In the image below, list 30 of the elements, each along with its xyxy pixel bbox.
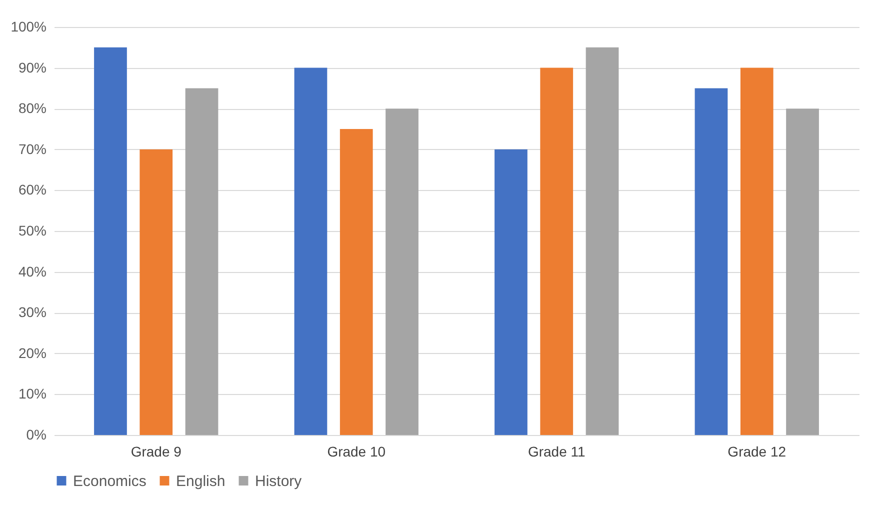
y-tick-label: 10% [18,386,46,402]
y-tick-label: 80% [18,100,46,116]
bar [786,108,819,435]
y-tick-label: 100% [10,18,46,34]
y-tick-label: 70% [18,140,46,157]
y-tick-label: 30% [18,304,46,320]
y-tick-label: 50% [18,222,46,238]
x-tick-label: Grade 9 [130,444,182,460]
bar [586,47,619,435]
legend-label: English [176,472,226,490]
bar [185,88,218,435]
y-tick-label: 20% [18,344,46,361]
bar [386,108,418,435]
bar [140,149,173,435]
legend-label: Economics [73,472,146,490]
x-tick-label: Grade 10 [327,444,386,460]
legend-label: History [255,472,302,490]
y-tick-label: 0% [26,426,46,442]
bar [340,129,373,435]
bar [540,68,574,435]
bar [494,149,528,435]
y-tick-label: 40% [18,263,46,280]
y-tick-label: 60% [18,182,46,198]
y-tick-label: 90% [18,59,46,76]
x-tick-label: Grade 12 [728,444,786,460]
bar [294,68,328,435]
bar [740,68,774,435]
bar [94,47,127,435]
bar [694,88,728,435]
x-tick-label: Grade 11 [528,444,586,460]
